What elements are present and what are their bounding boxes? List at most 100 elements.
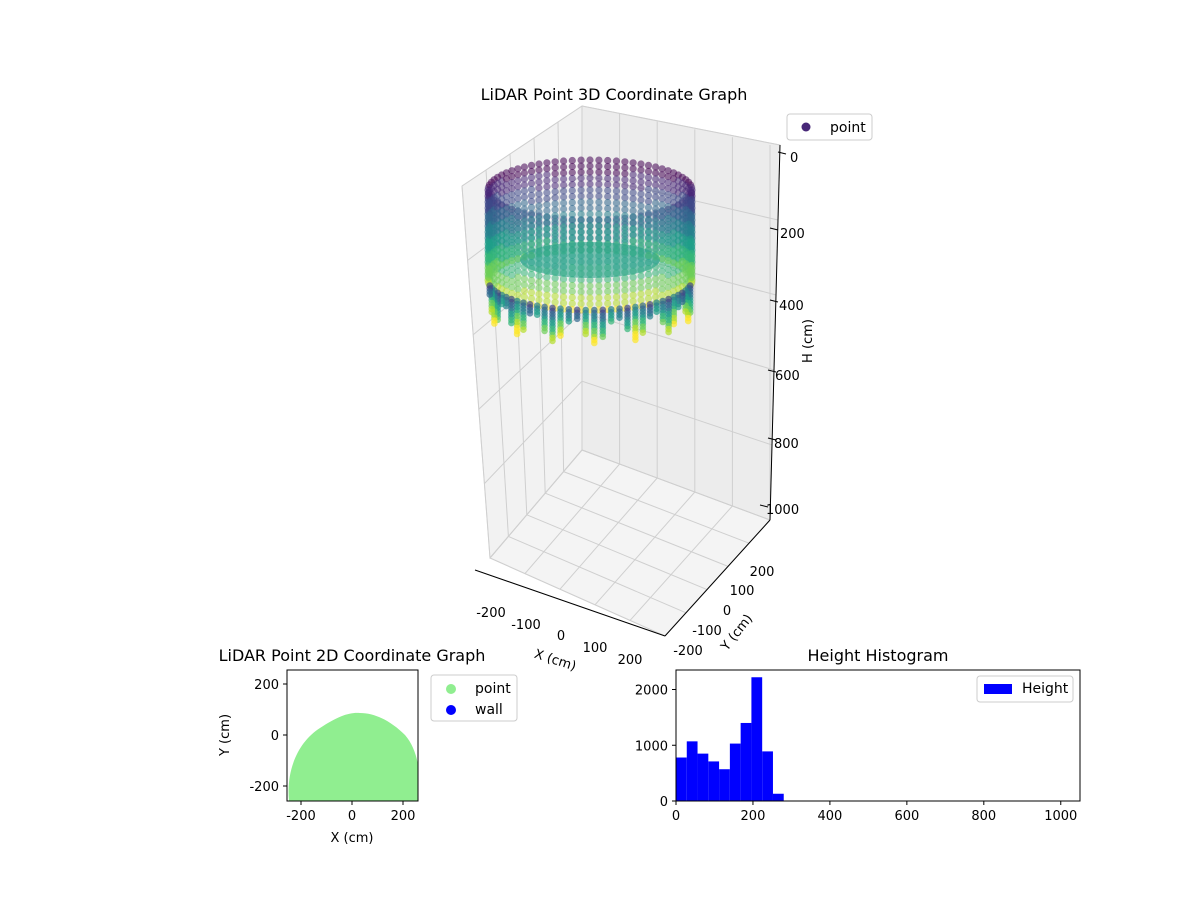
point-3d: [612, 217, 621, 225]
point-3d: [568, 222, 576, 231]
point-3d: [644, 289, 653, 297]
point-3d: [629, 285, 637, 293]
point-3d: [568, 156, 576, 165]
point-3d: [637, 172, 645, 180]
point-3d: [535, 172, 543, 180]
point-3d: [551, 292, 559, 300]
legend-label-point: point: [830, 120, 866, 136]
histogram-title: Height Histogram: [808, 646, 949, 665]
x-axis-ticks: -200 -100 0 100 200: [476, 606, 642, 668]
point-3d: [637, 220, 645, 228]
point-3d: [670, 320, 678, 328]
point-3d: [612, 223, 621, 231]
point-3d: [577, 192, 585, 200]
point-3d: [612, 175, 621, 183]
point-3d: [621, 218, 629, 226]
point-3d: [560, 229, 568, 237]
point-3d: [658, 267, 666, 275]
point-3d: [551, 188, 559, 196]
point-3d: [644, 209, 653, 217]
histogram-x-ticks: 0 200 400 600 800 1000: [672, 801, 1077, 824]
point-3d: [658, 177, 666, 185]
point-3d: [560, 169, 568, 177]
point-3d: [543, 159, 551, 167]
point-3d: [664, 233, 672, 241]
point-3d: [543, 183, 551, 191]
point-3d: [658, 213, 666, 221]
point-3d: [612, 169, 621, 177]
point-3d: [577, 294, 585, 302]
x-tick: 0: [557, 629, 565, 644]
point-3d: [568, 228, 576, 237]
z-tick-mark: [769, 299, 779, 303]
point-3d: [560, 175, 568, 183]
point-3d: [652, 217, 660, 225]
point-3d: [652, 281, 660, 289]
point-3d: [646, 313, 654, 320]
point-3d: [568, 180, 576, 189]
histogram-bar: [697, 753, 709, 801]
point-3d: [612, 157, 621, 165]
y-tick: 200: [750, 565, 775, 580]
x-tick: 600: [894, 809, 919, 824]
point-3d: [560, 281, 568, 289]
point-3d: [586, 210, 594, 218]
point-3d: [604, 198, 612, 207]
point-3d: [551, 274, 559, 282]
legend-marker-height: [984, 684, 1012, 694]
point-3d: [644, 167, 653, 175]
x-tick: 200: [618, 653, 643, 668]
point-3d: [612, 299, 621, 307]
point-3d: [607, 318, 615, 325]
z-tick: 600: [775, 369, 800, 384]
point-3d: [664, 185, 672, 193]
grid-line: [581, 105, 781, 146]
point-3d: [508, 239, 516, 247]
point-3d: [644, 161, 653, 169]
point-3d: [514, 201, 522, 209]
point-3d: [543, 177, 551, 185]
point-3d: [543, 291, 551, 299]
point-3d: [637, 226, 645, 234]
point-3d: [604, 275, 612, 284]
point-3d: [658, 183, 666, 191]
point-3d: [502, 187, 510, 195]
z-tick: 200: [780, 227, 805, 242]
point-3d: [621, 200, 629, 208]
z-tick-mark: [767, 369, 777, 373]
point-3d: [543, 225, 551, 233]
point-3d: [508, 257, 516, 265]
x-tick: 200: [741, 809, 766, 824]
point-3d: [658, 201, 666, 209]
z-tick: 0: [790, 151, 798, 166]
point-3d: [508, 173, 516, 181]
point-3d: [560, 235, 568, 243]
point-3d: [637, 272, 645, 280]
point-3d: [604, 180, 612, 189]
point-3d: [604, 156, 612, 165]
point-3d: [586, 216, 594, 224]
point-3d: [586, 228, 594, 236]
histogram-bar: [772, 793, 784, 801]
point-3d: [586, 288, 594, 296]
point-3d: [577, 156, 585, 164]
point-3d: [652, 269, 660, 277]
point-3d: [551, 218, 559, 226]
point-3d: [644, 191, 653, 199]
point-3d: [621, 224, 629, 232]
point-3d: [508, 289, 516, 297]
histogram-bars: [676, 677, 784, 801]
point-3d: [551, 194, 559, 202]
point-3d: [664, 209, 672, 217]
point-3d: [586, 192, 594, 200]
point-3d: [612, 211, 621, 219]
point-3d: [543, 297, 551, 305]
point-3d: [595, 162, 603, 170]
point-3d: [664, 277, 672, 285]
point-3d: [644, 283, 653, 291]
point-3d: [520, 281, 529, 289]
scatter2d-x-ticks: -200 0 200: [286, 801, 415, 824]
point-3d: [637, 214, 645, 222]
y-axis-ticks: 200 100 0 -100 -200: [673, 565, 774, 659]
point-3d: [586, 180, 594, 188]
